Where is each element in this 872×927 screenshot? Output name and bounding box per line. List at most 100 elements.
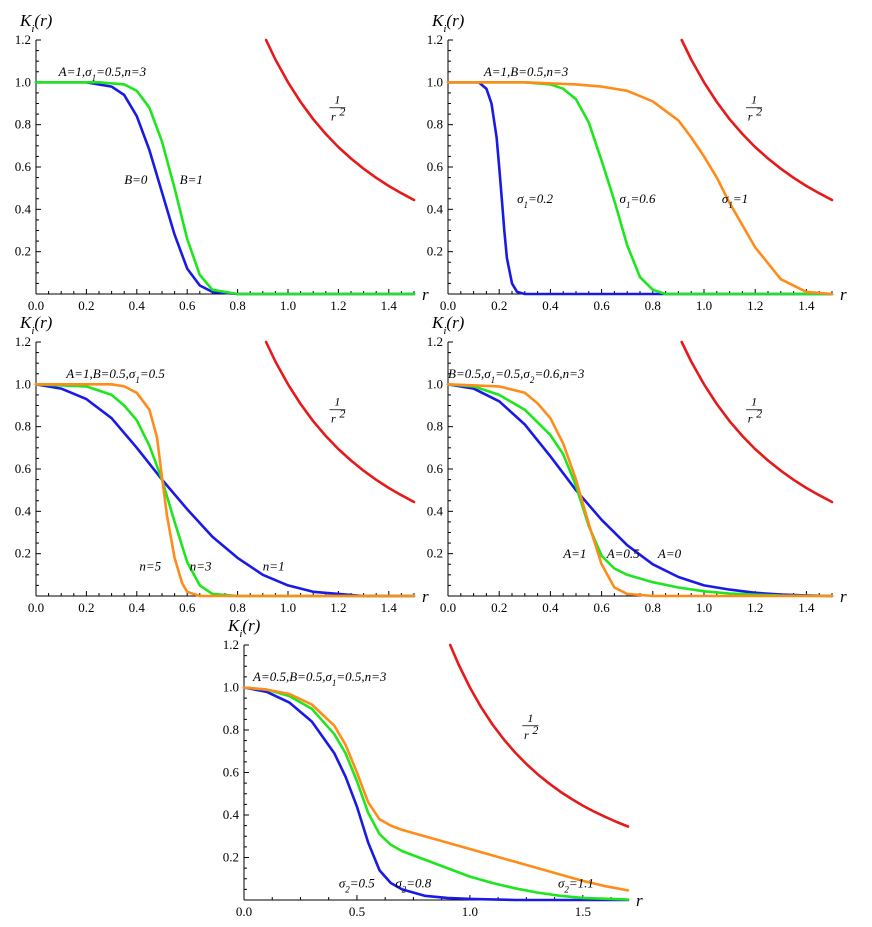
x-tick-label: 0.0 [440, 600, 456, 615]
y-tick-label: 0.4 [427, 503, 444, 518]
y-tick-label: 0.8 [223, 722, 239, 737]
x-tick-label: 1.0 [280, 298, 296, 313]
x-tick-label: 0.2 [491, 298, 507, 313]
x-tick-label: 0.6 [593, 298, 610, 313]
x-tick-label: 1.2 [747, 298, 763, 313]
annotation: A=1,B=0.5,n=3 [483, 64, 569, 79]
x-tick-label: 1.4 [798, 298, 815, 313]
x-tick-label: 0.4 [542, 298, 559, 313]
y-tick-label: 0.8 [15, 117, 31, 132]
series-line-1r2 [680, 340, 834, 504]
series-line-a=0 [446, 382, 834, 598]
inverse-square-exponent: 2 [532, 723, 538, 737]
x-axis-label: r [422, 285, 429, 304]
annotation: n=3 [190, 559, 212, 574]
y-tick-label: 1.0 [427, 376, 443, 391]
inverse-square-exponent: 2 [339, 407, 345, 421]
series-line-n=1 [34, 382, 416, 598]
x-tick-label: 0.6 [179, 600, 196, 615]
y-tick-label: 0.4 [427, 201, 444, 216]
inverse-square-numerator: 1 [751, 93, 757, 107]
x-tick-label: 0.0 [28, 298, 44, 313]
y-tick-label: 0.6 [223, 765, 240, 780]
series-line-2=0.8 [242, 686, 630, 901]
series-line-n=5 [34, 382, 416, 598]
y-tick-label: 0.2 [223, 850, 239, 865]
x-axis-label: r [422, 587, 429, 606]
annotation: σ1=1 [722, 191, 748, 210]
y-tick-label: 1.2 [15, 32, 31, 47]
inverse-square-denominator: r [331, 110, 336, 124]
inverse-square-denominator: r [331, 412, 336, 426]
inverse-square-exponent: 2 [756, 105, 762, 119]
series-line-1=0.6 [446, 81, 834, 296]
x-tick-label: 1.2 [330, 298, 346, 313]
inverse-square-numerator: 1 [334, 395, 340, 409]
inverse-square-exponent: 2 [339, 105, 345, 119]
series-line-n=3 [34, 382, 416, 598]
inverse-square-numerator: 1 [527, 711, 533, 725]
x-tick-label: 1.4 [798, 600, 815, 615]
x-tick-label: 1.4 [381, 298, 398, 313]
annotation: σ1=0.6 [620, 191, 656, 210]
y-axis-label: Ki(r) [19, 313, 53, 337]
y-axis-label: Ki(r) [227, 616, 261, 640]
x-tick-label: 1.0 [462, 904, 478, 919]
x-tick-label: 0.4 [129, 600, 146, 615]
y-tick-label: 1.0 [15, 376, 31, 391]
annotation: A=1,σ1=0.5,n=3 [58, 64, 147, 83]
x-tick-label: 1.5 [575, 904, 591, 919]
series-line-1r2 [680, 38, 834, 202]
x-axis-label: r [636, 891, 643, 910]
series-line-1=1 [446, 81, 834, 296]
x-tick-label: 0.0 [236, 904, 252, 919]
y-tick-label: 0.8 [427, 117, 443, 132]
inverse-square-numerator: 1 [334, 93, 340, 107]
y-tick-label: 0.2 [15, 244, 31, 259]
x-tick-label: 0.4 [129, 298, 146, 313]
series-line-1r2 [264, 38, 416, 202]
y-tick-label: 0.4 [15, 201, 32, 216]
annotation: A=1,B=0.5,σ1=0.5 [65, 366, 165, 385]
x-tick-label: 0.8 [229, 600, 245, 615]
x-tick-label: 1.4 [381, 600, 398, 615]
x-tick-label: 0.2 [491, 600, 507, 615]
annotation: B=1 [180, 172, 203, 187]
inverse-square-denominator: r [748, 110, 753, 124]
annotation: B=0.5,σ1=0.5,σ2=0.6,n=3 [448, 366, 585, 385]
y-tick-label: 1.2 [223, 637, 239, 652]
x-tick-label: 0.8 [645, 600, 661, 615]
annotation: A=0.5 [606, 546, 640, 561]
chart-panel-5: 0.0 0.5 1.0 1.5 0.2 0.4 0.6 0.8 1.0 1.2Ki(r) r A=0.… [223, 616, 643, 919]
y-tick-label: 0.2 [15, 546, 31, 561]
x-tick-label: 0.2 [78, 298, 94, 313]
x-tick-label: 0.6 [593, 600, 610, 615]
chart-panel-1: 0.0 0.2 0.4 0.6 0.8 1.0 1.2 1.4 0.2 0.4 0.6 0.8 1.0 1… [15, 11, 429, 313]
annotation: σ2=0.8 [395, 875, 431, 894]
y-tick-label: 0.2 [427, 244, 443, 259]
inverse-square-denominator: r [748, 412, 753, 426]
inverse-square-exponent: 2 [756, 407, 762, 421]
x-tick-label: 1.0 [696, 600, 712, 615]
inverse-square-denominator: r [524, 728, 529, 742]
x-tick-label: 0.8 [229, 298, 245, 313]
y-tick-label: 1.2 [15, 334, 31, 349]
x-tick-label: 0.0 [28, 600, 44, 615]
y-tick-label: 0.4 [223, 807, 240, 822]
x-tick-label: 0.0 [440, 298, 456, 313]
annotation: σ1=0.2 [517, 191, 553, 210]
y-tick-label: 0.2 [427, 546, 443, 561]
x-tick-label: 1.2 [747, 600, 763, 615]
y-tick-label: 1.0 [15, 74, 31, 89]
y-tick-label: 1.2 [427, 334, 443, 349]
y-axis-label: Ki(r) [431, 11, 465, 35]
x-tick-label: 0.4 [542, 600, 559, 615]
x-tick-label: 1.2 [330, 600, 346, 615]
y-tick-label: 0.6 [15, 159, 32, 174]
x-tick-label: 1.0 [696, 298, 712, 313]
chart-panel-3: 0.0 0.2 0.4 0.6 0.8 1.0 1.2 1.4 0.2 0.4 0.6 0.8 1.0 1… [15, 313, 429, 615]
annotation: n=5 [139, 559, 161, 574]
series-line-b=0 [34, 81, 416, 296]
series-line-a=0.5 [446, 382, 834, 598]
